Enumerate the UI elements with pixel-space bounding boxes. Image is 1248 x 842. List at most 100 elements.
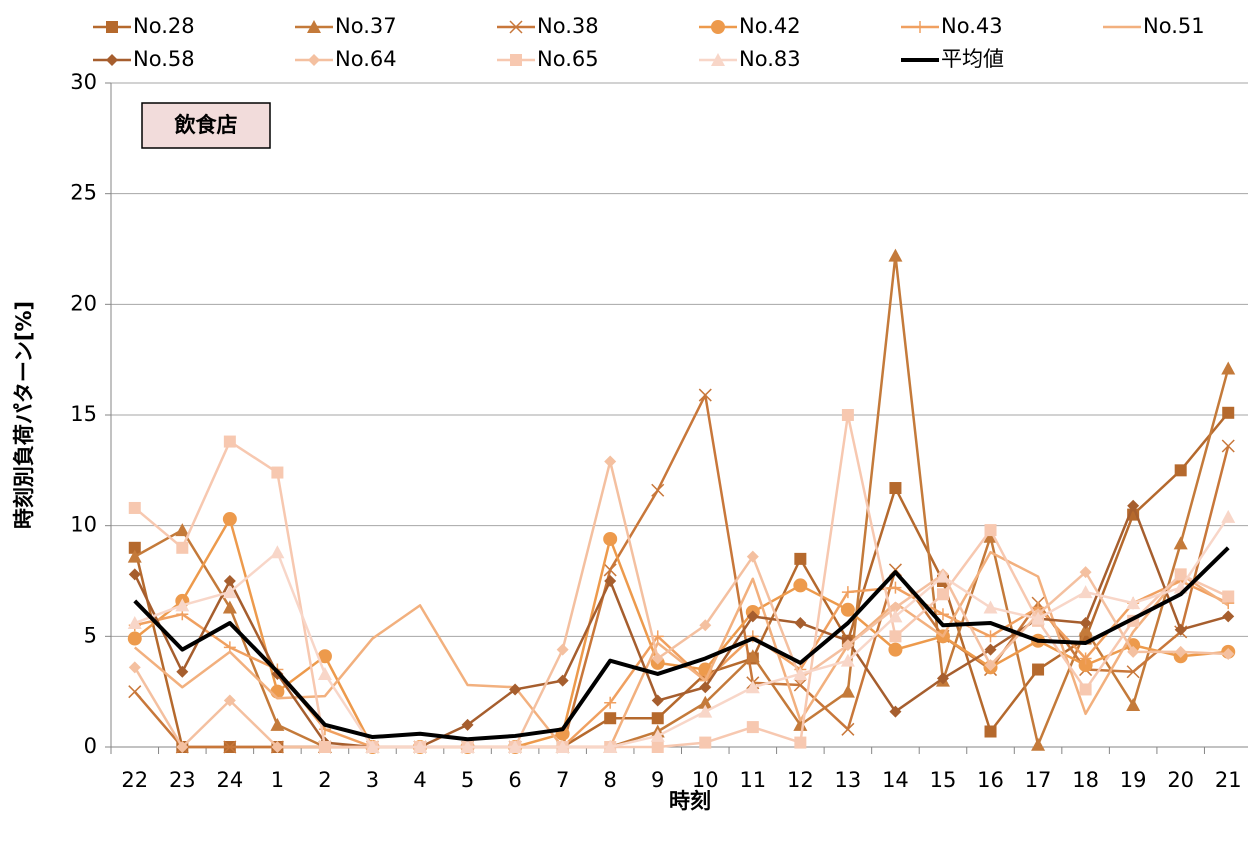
point — [1079, 683, 1092, 696]
point — [1127, 499, 1140, 512]
x-tick-label: 16 — [977, 768, 1004, 792]
point — [176, 741, 189, 753]
point — [889, 581, 902, 594]
point — [651, 630, 664, 643]
point — [128, 541, 141, 554]
x-tick-label: 7 — [556, 768, 569, 792]
point — [746, 721, 759, 734]
legend-label: No.65 — [537, 47, 599, 71]
point — [936, 672, 949, 685]
point — [984, 630, 997, 643]
point — [840, 653, 855, 667]
point — [603, 740, 618, 753]
point — [984, 643, 997, 656]
x-tick-label: 13 — [835, 768, 862, 792]
legend-label: No.37 — [335, 14, 397, 38]
y-tick-label: 0 — [84, 734, 97, 758]
point — [1174, 464, 1187, 477]
point — [1078, 658, 1093, 673]
point — [699, 736, 712, 749]
point — [888, 248, 903, 262]
point — [128, 685, 142, 699]
point — [698, 704, 713, 718]
point — [222, 512, 237, 527]
point — [604, 712, 617, 725]
point — [1127, 645, 1140, 658]
point — [460, 740, 475, 753]
point — [1174, 623, 1187, 636]
legend-label: No.28 — [133, 14, 195, 38]
point — [127, 549, 142, 563]
x-tick-label: 15 — [930, 768, 957, 792]
point — [1078, 585, 1093, 599]
point — [889, 601, 902, 614]
series-line — [133, 504, 1229, 749]
point — [840, 602, 855, 617]
x-tick-label: 4 — [413, 768, 426, 792]
point — [270, 545, 285, 559]
y-tick-label: 5 — [84, 623, 97, 647]
x-tick-label: 14 — [882, 768, 909, 792]
point — [1031, 611, 1046, 625]
point — [603, 563, 617, 577]
point — [935, 569, 950, 583]
x-tick-label: 8 — [604, 768, 617, 792]
point — [1031, 737, 1046, 751]
point — [888, 642, 903, 657]
legend-marker — [509, 20, 523, 34]
point — [841, 722, 855, 736]
point — [889, 630, 902, 643]
point — [651, 694, 664, 707]
point — [698, 695, 713, 709]
legend-marker — [308, 54, 320, 66]
point — [1222, 610, 1235, 623]
point — [317, 649, 332, 664]
x-tick-label: 3 — [366, 768, 379, 792]
point — [318, 741, 331, 753]
point — [889, 705, 902, 718]
legend-marker — [711, 20, 725, 34]
point — [1032, 663, 1045, 676]
legend-label: 平均値 — [941, 47, 1004, 71]
point — [223, 740, 237, 754]
x-tick-label: 20 — [1167, 768, 1194, 792]
point — [793, 666, 808, 680]
point — [175, 598, 190, 612]
point — [556, 643, 569, 656]
point — [222, 600, 237, 614]
point — [1221, 439, 1235, 453]
point — [1078, 622, 1093, 636]
legend-marker — [307, 20, 321, 33]
legend-marker — [914, 21, 926, 33]
point — [556, 674, 569, 687]
point — [983, 529, 998, 543]
series-line — [133, 517, 1229, 749]
x-axis-label: 時刻 — [669, 789, 711, 813]
series-line — [134, 516, 1230, 749]
point — [841, 639, 854, 652]
y-tick-label: 20 — [70, 291, 97, 315]
point — [604, 455, 617, 468]
point — [936, 588, 949, 601]
x-tick-label: 12 — [787, 768, 814, 792]
point — [127, 631, 142, 646]
legend-label: No.51 — [1143, 14, 1205, 38]
legend-label: No.43 — [941, 14, 1003, 38]
x-tick-label: 9 — [651, 768, 664, 792]
y-tick-label: 10 — [70, 513, 97, 537]
point — [746, 550, 759, 563]
point — [889, 482, 902, 495]
point — [1174, 568, 1187, 581]
x-tick-label: 2 — [318, 768, 331, 792]
series-line — [133, 413, 1229, 749]
x-tick-label: 11 — [739, 768, 766, 792]
point — [746, 610, 759, 623]
point — [271, 741, 284, 753]
point — [1173, 536, 1188, 550]
point — [983, 600, 998, 614]
point — [651, 483, 665, 497]
x-tick-label: 10 — [692, 768, 719, 792]
x-tick-label: 1 — [271, 768, 284, 792]
point — [794, 736, 807, 749]
